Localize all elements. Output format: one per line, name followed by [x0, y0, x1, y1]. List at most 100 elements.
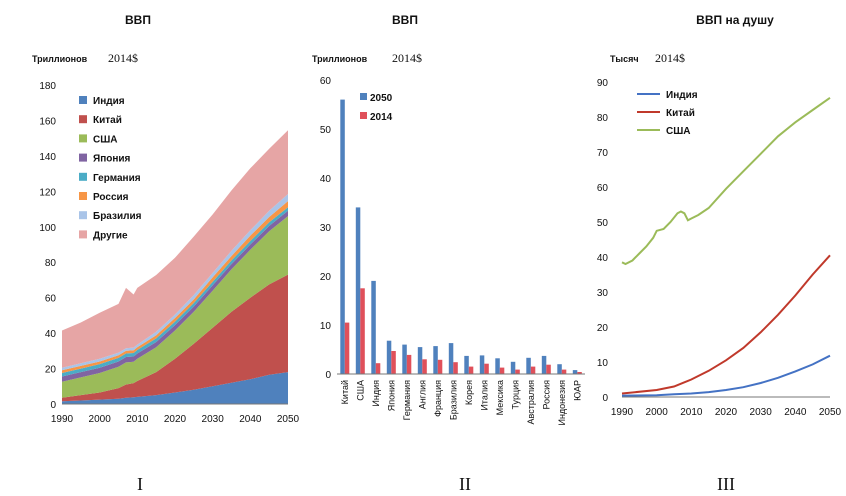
panel1-title: ВВП	[125, 13, 151, 27]
x-tick-label: Мексика	[495, 380, 505, 415]
bar-2014	[577, 372, 582, 374]
x-tick-label: 2000	[646, 407, 669, 418]
y-tick-label: 30	[597, 288, 609, 299]
panel2-ylabel-unit: 2014$	[392, 51, 422, 65]
panel3-ylabel-unit: 2014$	[655, 51, 685, 65]
legend-swatch	[79, 115, 87, 124]
legend-label: США	[93, 134, 118, 145]
x-tick-label: Италия	[479, 380, 489, 411]
legend-swatch	[79, 134, 87, 143]
bar-2014	[561, 369, 567, 374]
line-series-китай	[621, 254, 831, 395]
area-series-китай	[62, 274, 288, 402]
bar-2050	[541, 355, 547, 374]
legend-label: 2050	[370, 93, 393, 104]
x-tick-label: ЮАР	[572, 380, 582, 401]
bar-2050	[557, 364, 562, 374]
y-tick-label: 20	[320, 272, 332, 283]
line-series-индия	[621, 354, 831, 397]
bar-2014	[484, 363, 489, 374]
x-tick-label: 2030	[750, 407, 773, 418]
x-tick-label: Россия	[541, 380, 551, 410]
y-tick-label: 40	[45, 329, 57, 340]
legend-swatch	[79, 211, 87, 220]
area-series-индия	[62, 372, 288, 404]
bar-2014	[453, 362, 458, 374]
panel2-ylabel: Триллионов	[312, 54, 368, 64]
bar-2050	[433, 346, 438, 374]
line-series-сша	[621, 96, 831, 266]
y-tick-label: 50	[320, 125, 332, 136]
x-tick-label: Китай	[340, 380, 350, 404]
bar-2050	[495, 358, 500, 374]
y-tick-label: 180	[39, 81, 56, 92]
y-tick-label: 70	[597, 148, 609, 159]
y-tick-label: 0	[325, 370, 331, 381]
y-tick-label: 90	[597, 78, 609, 89]
bar-2050	[371, 280, 376, 374]
area-series-сша	[62, 216, 288, 398]
legend-swatch	[79, 153, 87, 162]
bar-2014	[391, 351, 396, 374]
x-tick-label: Англия	[417, 380, 427, 409]
y-tick-label: 10	[320, 321, 332, 332]
legend-label: Индия	[666, 90, 698, 101]
x-tick-label: 2010	[126, 414, 149, 425]
panel3-ylabel: Тысяч	[610, 54, 639, 64]
x-tick-label: Индонезия	[557, 380, 567, 426]
y-tick-label: 100	[39, 223, 56, 234]
y-tick-label: 120	[39, 187, 56, 198]
bar-2050	[386, 340, 392, 374]
y-tick-label: 20	[597, 323, 609, 334]
x-tick-label: 1990	[51, 414, 74, 425]
legend-label: Китай	[93, 115, 122, 126]
panel1-ylabel-unit: 2014$	[108, 51, 138, 65]
y-tick-label: 0	[50, 400, 56, 411]
bar-2014	[530, 366, 536, 374]
bar-2050	[526, 357, 531, 374]
bar-2014	[375, 363, 381, 374]
y-tick-label: 50	[597, 218, 609, 229]
legend-swatch	[79, 96, 87, 104]
y-tick-label: 40	[597, 253, 609, 264]
y-tick-label: 80	[597, 113, 609, 124]
legend-swatch	[79, 172, 87, 181]
y-tick-label: 60	[45, 294, 57, 305]
x-tick-label: Бразилия	[448, 380, 458, 420]
bar-2014	[499, 367, 505, 374]
bar-2014	[468, 366, 474, 374]
y-tick-label: 0	[602, 393, 608, 404]
y-tick-label: 40	[320, 174, 332, 185]
bar-2050	[417, 347, 423, 374]
bar-2014	[360, 288, 365, 375]
legend-swatch	[360, 93, 367, 100]
panel-label-3: III	[717, 474, 735, 494]
bar-2050	[402, 344, 407, 374]
legend-swatch	[79, 230, 87, 239]
x-tick-label: Франция	[433, 380, 443, 417]
legend-label: Бразилия	[93, 211, 142, 222]
legend-label: Китай	[666, 108, 695, 119]
x-tick-label: 2020	[164, 414, 187, 425]
x-tick-label: 2050	[277, 414, 300, 425]
x-tick-label: Турция	[510, 380, 520, 410]
bar-2050	[355, 207, 361, 374]
y-tick-label: 30	[320, 223, 332, 234]
bar-2014	[406, 354, 412, 374]
y-tick-label: 10	[597, 358, 609, 369]
y-tick-label: 160	[39, 116, 56, 127]
x-tick-label: Австралия	[526, 380, 536, 425]
bar-2050	[448, 343, 454, 374]
x-tick-label: 2040	[784, 407, 807, 418]
panel2-title: ВВП	[392, 13, 418, 27]
bar-2050	[479, 355, 485, 374]
panel1-ylabel: Триллионов	[32, 54, 88, 64]
legend-label: США	[666, 126, 691, 137]
bar-2050	[464, 355, 469, 374]
x-tick-label: Япония	[386, 380, 396, 411]
x-tick-label: 2020	[715, 407, 738, 418]
x-tick-label: 2050	[819, 407, 842, 418]
